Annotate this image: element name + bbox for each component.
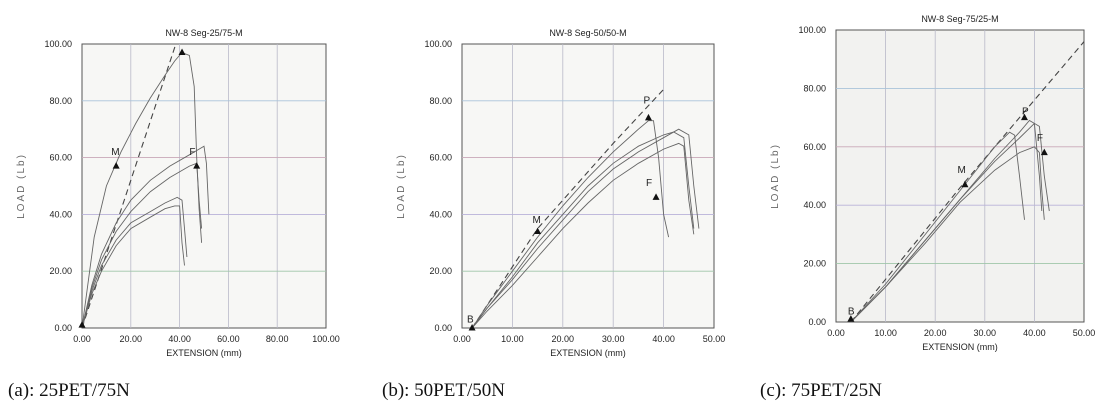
marker-label: F <box>189 147 195 158</box>
chart-panel-c: 0.00 10.00 20.00 30.00 40.00 50.00 0.00 20.00 40… <box>748 0 1099 370</box>
x-tick-label: 20.00 <box>120 334 143 344</box>
triangle-marker <box>1040 148 1048 156</box>
x-tick-label: 60.00 <box>217 334 240 344</box>
x-tick-label: 40.00 <box>168 334 191 344</box>
x-tick-label: 20.00 <box>552 334 575 344</box>
plot-area <box>81 43 327 329</box>
load-curve <box>850 131 1025 322</box>
y-tick-label: 0.00 <box>808 317 826 327</box>
load-curve <box>82 196 188 328</box>
x-axis-label: EXTENSION (mm) <box>550 348 626 358</box>
chart-panel-b: 0.00 10.00 20.00 30.00 40.00 50.00 0.00 20.00 40… <box>370 0 725 370</box>
y-tick-label: 80.00 <box>803 83 826 93</box>
x-tick-label: 10.00 <box>874 328 897 338</box>
y-tick-label: 100.00 <box>44 39 72 49</box>
load-curve <box>471 131 695 328</box>
triangle-marker <box>193 162 201 169</box>
y-tick-label: 0.00 <box>54 323 72 333</box>
marker-label: P <box>643 96 650 107</box>
triangle-marker <box>847 315 855 322</box>
y-tick-label: 20.00 <box>49 266 72 276</box>
y-tick-label: 40.00 <box>803 200 826 210</box>
x-tick-label: 0.00 <box>453 334 471 344</box>
y-axis-label: LOAD (Lb) <box>16 153 27 219</box>
x-tick-label: 0.00 <box>827 328 845 338</box>
x-tick-label: 50.00 <box>1073 328 1096 338</box>
plot-area <box>835 29 1085 323</box>
x-tick-label: 40.00 <box>1023 328 1046 338</box>
x-tick-label: 30.00 <box>602 334 625 344</box>
triangle-marker <box>534 227 542 234</box>
triangle-marker <box>468 324 476 331</box>
marker-label: F <box>1037 133 1043 144</box>
y-tick-label: 60.00 <box>429 153 452 163</box>
y-tick-label: 80.00 <box>49 96 72 106</box>
x-tick-label: 80.00 <box>266 334 289 344</box>
load-curve <box>82 205 185 328</box>
y-tick-label: 40.00 <box>49 209 72 219</box>
y-tick-label: 60.00 <box>49 153 72 163</box>
load-curve <box>471 120 670 328</box>
y-tick-label: 60.00 <box>803 142 826 152</box>
y-tick-label: 100.00 <box>798 25 826 35</box>
x-tick-label: 20.00 <box>924 328 947 338</box>
y-tick-label: 20.00 <box>429 266 452 276</box>
caption-b: (b): 50PET/50N <box>382 380 505 401</box>
x-tick-label: 50.00 <box>703 334 725 344</box>
triangle-marker <box>1020 113 1028 121</box>
x-tick-label: 100.00 <box>312 334 340 344</box>
load-curve <box>82 162 203 328</box>
x-axis-label: EXTENSION (mm) <box>166 348 242 358</box>
marker-label: B <box>467 314 474 325</box>
chart-panel-a: 0.00 20.00 40.00 60.00 80.00 100.00 0.00 20.00 4… <box>0 0 355 370</box>
x-axis-label: EXTENSION (mm) <box>922 342 998 352</box>
y-axis-label: LOAD (Lb) <box>770 143 781 209</box>
y-axis-label: LOAD (Lb) <box>396 153 407 219</box>
triangle-marker <box>652 193 660 200</box>
marker-label: M <box>958 165 966 176</box>
chart-a: 0.00 20.00 40.00 60.00 80.00 100.00 0.00 20.00 4… <box>16 28 340 358</box>
caption-c: (c): 75PET/25N <box>760 380 882 401</box>
chart-c: 0.00 10.00 20.00 30.00 40.00 50.00 0.00 20.00 40… <box>770 14 1096 352</box>
chart-title: NW-8 Seg-50/50-M <box>549 28 626 38</box>
x-tick-label: 40.00 <box>652 334 675 344</box>
load-curve <box>471 128 700 328</box>
triangle-marker <box>78 321 86 328</box>
marker-label: B <box>848 307 855 318</box>
triangle-marker <box>961 180 969 188</box>
x-tick-label: 0.00 <box>73 334 91 344</box>
marker-label: F <box>646 178 652 189</box>
chart-title: NW-8 Seg-25/75-M <box>165 28 242 38</box>
y-tick-label: 20.00 <box>803 259 826 269</box>
load-curve <box>850 146 1045 322</box>
triangle-marker <box>644 113 652 121</box>
load-curve <box>471 142 695 328</box>
load-curve <box>82 145 210 328</box>
triangle-marker <box>112 162 120 169</box>
y-tick-label: 80.00 <box>429 96 452 106</box>
marker-label: M <box>533 215 541 226</box>
y-tick-label: 0.00 <box>434 323 452 333</box>
dashed-reference-line <box>471 89 665 328</box>
load-curve <box>82 51 203 328</box>
marker-label: P <box>1022 107 1029 118</box>
caption-a: (a): 25PET/75N <box>8 380 130 401</box>
dashed-reference-line <box>850 40 1084 322</box>
triangle-marker <box>178 48 186 56</box>
x-tick-label: 10.00 <box>501 334 524 344</box>
y-tick-label: 100.00 <box>424 39 452 49</box>
y-tick-label: 40.00 <box>429 209 452 219</box>
x-tick-label: 30.00 <box>974 328 997 338</box>
chart-title: NW-8 Seg-75/25-M <box>921 14 998 24</box>
marker-label: M <box>111 147 119 158</box>
chart-b: 0.00 10.00 20.00 30.00 40.00 50.00 0.00 20.00 40… <box>396 28 725 358</box>
